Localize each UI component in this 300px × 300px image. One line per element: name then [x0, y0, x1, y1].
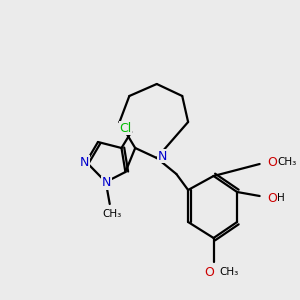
Text: N: N [80, 155, 89, 169]
Text: Cl: Cl [119, 122, 131, 134]
Text: CH₃: CH₃ [102, 209, 121, 219]
Text: N: N [158, 149, 167, 163]
Text: O: O [205, 266, 214, 278]
Text: CH₃: CH₃ [220, 267, 239, 277]
Text: N: N [102, 176, 112, 190]
Text: CH₃: CH₃ [277, 157, 296, 167]
Text: O: O [268, 155, 277, 169]
Text: H: H [277, 193, 285, 203]
Text: O: O [268, 191, 277, 205]
